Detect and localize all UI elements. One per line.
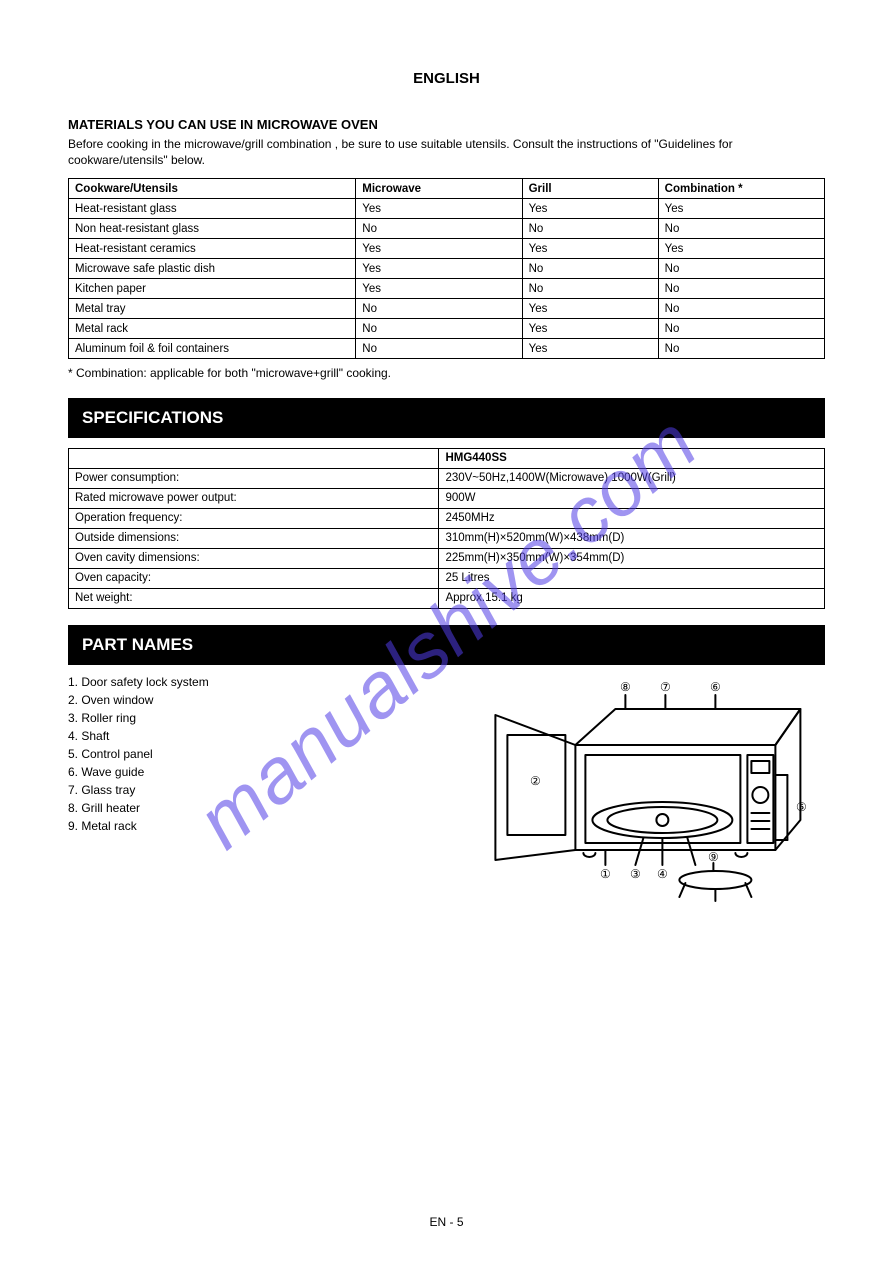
table-cell: No	[356, 319, 522, 339]
list-item: 9. Metal rack	[68, 819, 416, 833]
materials-footnote: * Combination: applicable for both "micr…	[68, 365, 825, 381]
table-cell: 310mm(H)×520mm(W)×438mm(D)	[439, 528, 825, 548]
table-cell: No	[658, 319, 824, 339]
table-cell: No	[658, 259, 824, 279]
callout-3-icon: ③	[630, 867, 641, 881]
table-cell: Yes	[522, 239, 658, 259]
list-item: 8. Grill heater	[68, 801, 416, 815]
table-row: Metal rackNoYesNo	[69, 319, 825, 339]
table-cell: Yes	[356, 279, 522, 299]
callout-1-icon: ①	[600, 867, 611, 881]
table-cell: Heat-resistant ceramics	[69, 239, 356, 259]
list-item: 1. Door safety lock system	[68, 675, 416, 689]
microwave-svg: ⑧ ⑦ ⑥ ② ① ③ ④ ⑤ ⑨	[446, 675, 825, 905]
table-cell: Yes	[658, 199, 824, 219]
table-cell: Metal rack	[69, 319, 356, 339]
table-cell: No	[356, 299, 522, 319]
table-cell: Yes	[356, 199, 522, 219]
table-cell: No	[658, 219, 824, 239]
table-cell: Aluminum foil & foil containers	[69, 339, 356, 359]
table-cell: Oven capacity:	[69, 568, 439, 588]
table-row: Outside dimensions:310mm(H)×520mm(W)×438…	[69, 528, 825, 548]
table-cell: Kitchen paper	[69, 279, 356, 299]
callout-5-icon: ⑤	[796, 800, 807, 814]
table-row: Net weight:Approx.15.1 kg	[69, 588, 825, 608]
table-cell: Yes	[356, 259, 522, 279]
list-item: 2. Oven window	[68, 693, 416, 707]
table-cell: Non heat-resistant glass	[69, 219, 356, 239]
table-cell: 900W	[439, 488, 825, 508]
table-cell: Outside dimensions:	[69, 528, 439, 548]
table-cell: No	[658, 339, 824, 359]
col-header: Combination *	[658, 179, 824, 199]
table-cell: Yes	[522, 299, 658, 319]
list-item: 4. Shaft	[68, 729, 416, 743]
table-cell: Oven cavity dimensions:	[69, 548, 439, 568]
table-cell: No	[658, 299, 824, 319]
col-header: Grill	[522, 179, 658, 199]
materials-intro: Before cooking in the microwave/grill co…	[68, 136, 825, 168]
table-cell: Heat-resistant glass	[69, 199, 356, 219]
table-cell: 225mm(H)×350mm(W)×354mm(D)	[439, 548, 825, 568]
list-item: 5. Control panel	[68, 747, 416, 761]
callout-4-icon: ④	[657, 867, 668, 881]
col-header: Cookware/Utensils	[69, 179, 356, 199]
specifications-heading: SPECIFICATIONS	[68, 398, 825, 438]
table-cell: Microwave safe plastic dish	[69, 259, 356, 279]
table-row: Oven cavity dimensions:225mm(H)×350mm(W)…	[69, 548, 825, 568]
table-row: Heat-resistant glassYesYesYes	[69, 199, 825, 219]
table-cell: Metal tray	[69, 299, 356, 319]
table-row: Metal trayNoYesNo	[69, 299, 825, 319]
table-row: Microwave safe plastic dishYesNoNo	[69, 259, 825, 279]
callout-7-icon: ⑦	[660, 680, 671, 694]
part-names-list: 1. Door safety lock system 2. Oven window…	[68, 675, 416, 837]
table-cell: Rated microwave power output:	[69, 488, 439, 508]
table-cell: Yes	[522, 319, 658, 339]
table-cell: Approx.15.1 kg	[439, 588, 825, 608]
microwave-diagram: ⑧ ⑦ ⑥ ② ① ③ ④ ⑤ ⑨	[446, 675, 825, 905]
table-row: Oven capacity:25 Litres	[69, 568, 825, 588]
table-row: Aluminum foil & foil containersNoYesNo	[69, 339, 825, 359]
table-row: Operation frequency:2450MHz	[69, 508, 825, 528]
table-cell: No	[522, 259, 658, 279]
col-header	[69, 448, 439, 468]
table-row: Non heat-resistant glassNoNoNo	[69, 219, 825, 239]
table-cell: No	[522, 219, 658, 239]
callout-2-icon: ②	[530, 774, 541, 788]
table-cell: 2450MHz	[439, 508, 825, 528]
col-header: HMG440SS	[439, 448, 825, 468]
table-cell: Operation frequency:	[69, 508, 439, 528]
materials-title: MATERIALS YOU CAN USE IN MICROWAVE OVEN	[68, 117, 825, 132]
table-cell: No	[658, 279, 824, 299]
callout-9-icon: ⑨	[708, 850, 719, 864]
table-cell: No	[356, 219, 522, 239]
table-row: Kitchen paperYesNoNo	[69, 279, 825, 299]
page-language: ENGLISH	[68, 70, 825, 87]
table-cell: Yes	[522, 339, 658, 359]
table-cell: Yes	[356, 239, 522, 259]
list-item: 3. Roller ring	[68, 711, 416, 725]
table-cell: No	[356, 339, 522, 359]
part-names-heading: PART NAMES	[68, 625, 825, 665]
table-cell: Yes	[658, 239, 824, 259]
table-cell: Power consumption:	[69, 468, 439, 488]
specifications-table: HMG440SS Power consumption:230V~50Hz,140…	[68, 448, 825, 609]
table-cell: 25 Litres	[439, 568, 825, 588]
materials-table-header-row: Cookware/Utensils Microwave Grill Combin…	[69, 179, 825, 199]
table-cell: No	[522, 279, 658, 299]
table-cell: Yes	[522, 199, 658, 219]
table-row: Heat-resistant ceramicsYesYesYes	[69, 239, 825, 259]
col-header: Microwave	[356, 179, 522, 199]
materials-table: Cookware/Utensils Microwave Grill Combin…	[68, 178, 825, 359]
table-row: Power consumption:230V~50Hz,1400W(Microw…	[69, 468, 825, 488]
page-number: EN - 5	[0, 1215, 893, 1229]
list-item: 7. Glass tray	[68, 783, 416, 797]
table-cell: Net weight:	[69, 588, 439, 608]
callout-6-icon: ⑥	[710, 680, 721, 694]
table-cell: 230V~50Hz,1400W(Microwave) 1000W(Grill)	[439, 468, 825, 488]
table-row: Rated microwave power output:900W	[69, 488, 825, 508]
callout-8-icon: ⑧	[620, 680, 631, 694]
list-item: 6. Wave guide	[68, 765, 416, 779]
